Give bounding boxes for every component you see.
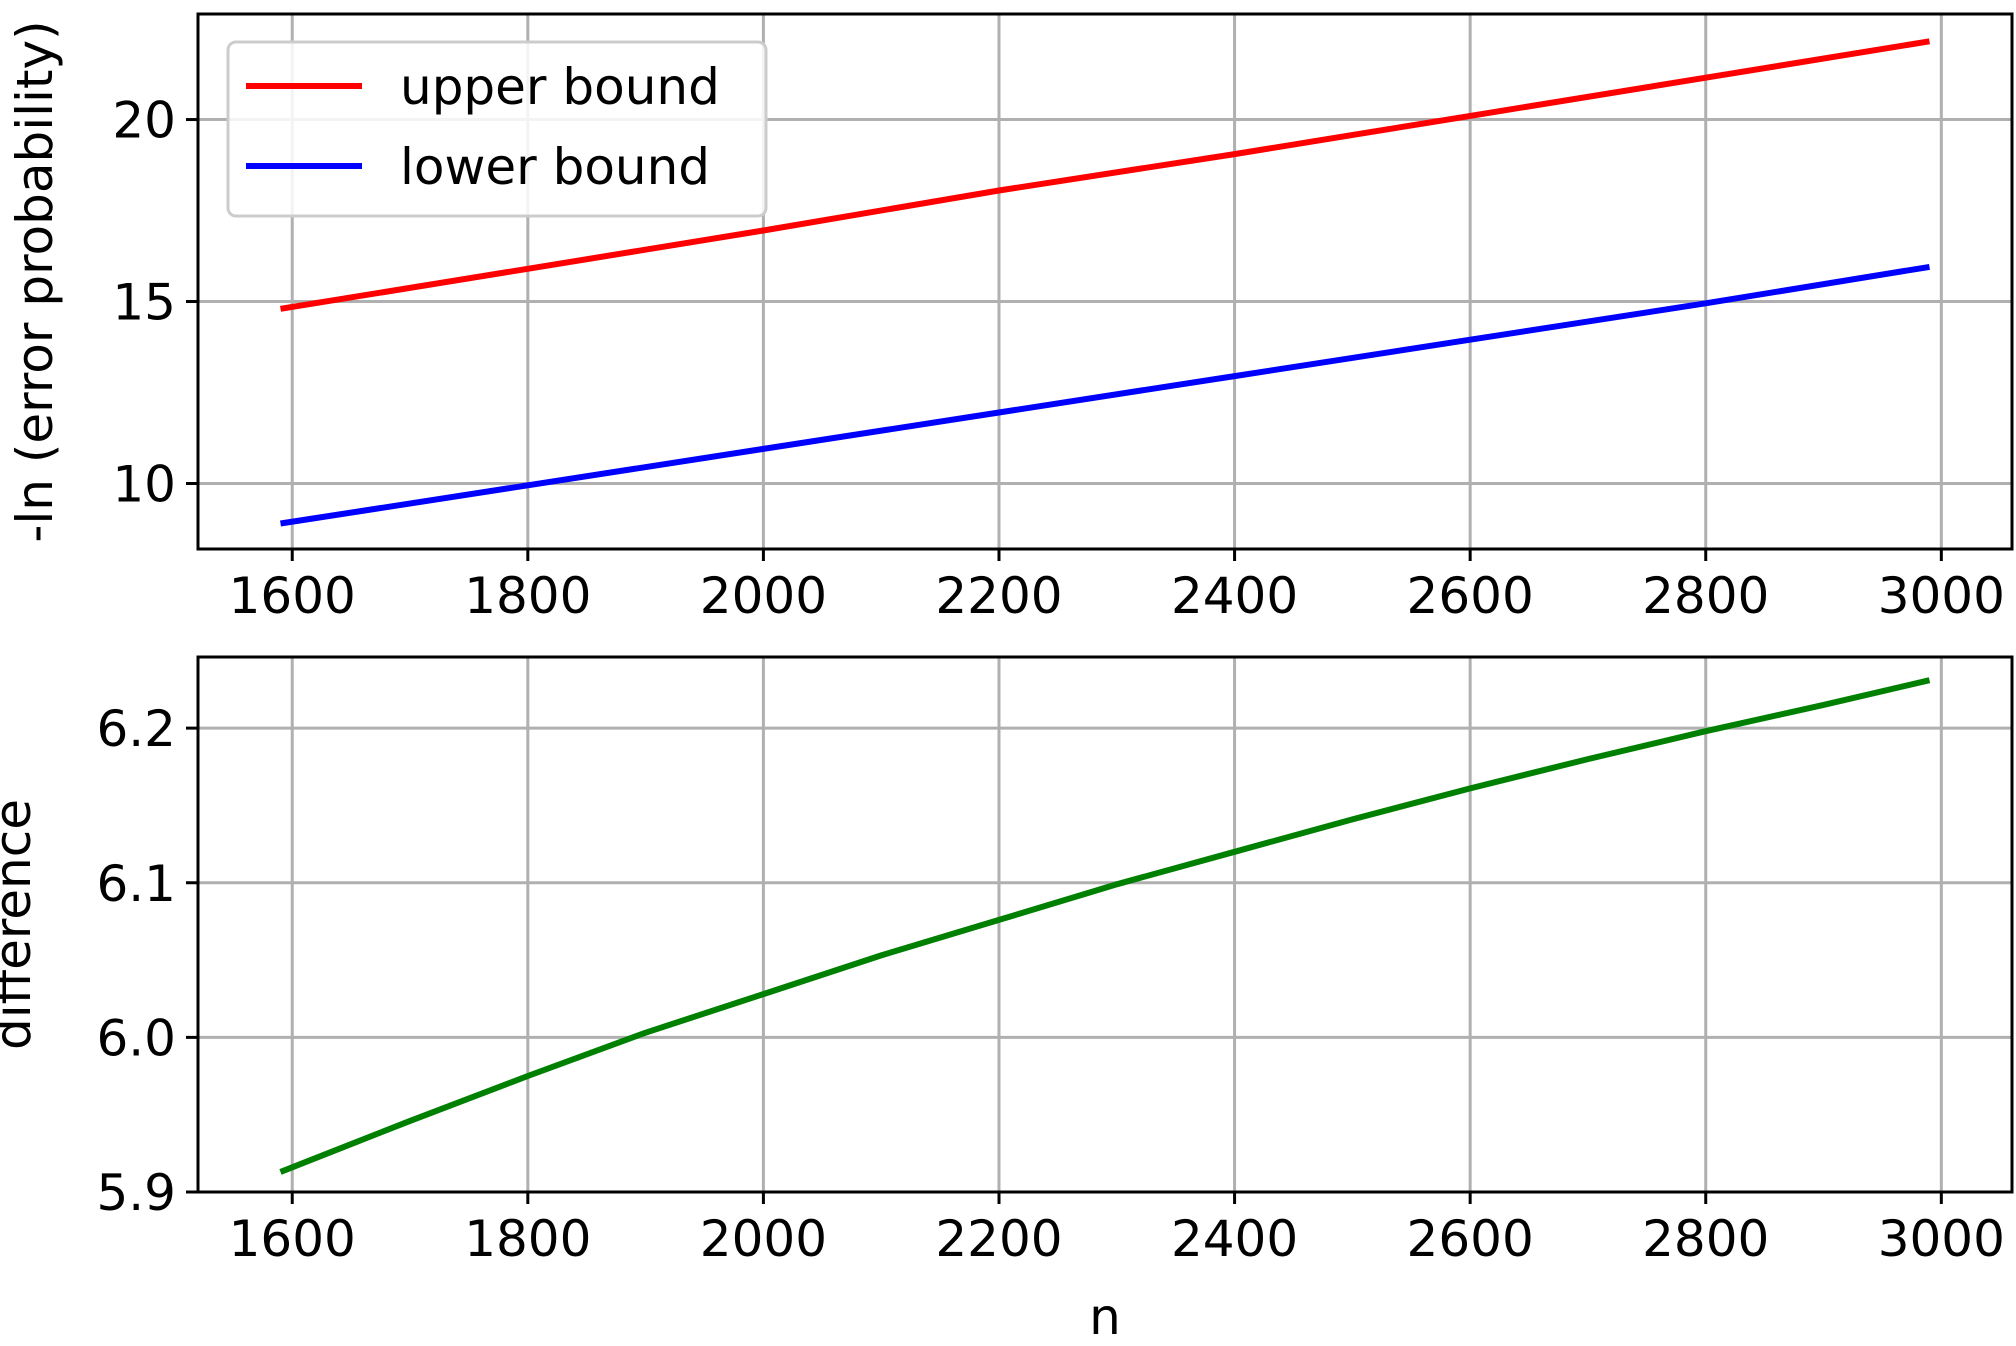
series-line-upper-bound bbox=[280, 38, 1930, 312]
x-tick-label: 2600 bbox=[1407, 1210, 1534, 1268]
y-tick-label: 15 bbox=[112, 274, 176, 332]
chart-panel-1: 1600 1800 2000 2200 2400 2600 2800 3000 10 15 20 -l… bbox=[6, 12, 2014, 625]
x-tick-label: 1600 bbox=[229, 567, 356, 625]
x-tick-label: 1800 bbox=[464, 567, 591, 625]
x-tick-label: 1600 bbox=[229, 1210, 356, 1268]
x-tick-label: 2800 bbox=[1642, 1210, 1769, 1268]
y-tick-label: 6.2 bbox=[96, 700, 176, 758]
x-axis-label: n bbox=[1089, 1288, 1121, 1346]
x-tick-label: 2600 bbox=[1407, 567, 1534, 625]
x-tick-label: 2000 bbox=[700, 567, 827, 625]
y-tick-label: 20 bbox=[112, 92, 176, 150]
y-tick-label: 6.0 bbox=[96, 1009, 176, 1067]
plot-frame bbox=[196, 12, 2014, 551]
x-tick-label: 3000 bbox=[1878, 1210, 2005, 1268]
y-tick-label: 5.9 bbox=[96, 1164, 176, 1222]
x-tick-label: 2200 bbox=[935, 567, 1062, 625]
x-tick-label: 2800 bbox=[1642, 567, 1769, 625]
plot-frame bbox=[196, 655, 2014, 1194]
x-tick-label: 2400 bbox=[1171, 1210, 1298, 1268]
legend-box bbox=[226, 40, 768, 218]
y-tick-label: 10 bbox=[112, 455, 176, 513]
x-tick-label: 2200 bbox=[935, 1210, 1062, 1268]
series-line-lower-bound bbox=[280, 263, 1930, 527]
y-axis-label: difference bbox=[0, 799, 42, 1050]
y-axis-label: -ln (error probability) bbox=[6, 20, 64, 542]
x-tick-label: 2400 bbox=[1171, 567, 1298, 625]
x-tick-label: 1800 bbox=[464, 1210, 591, 1268]
legend: upper bound lower bound bbox=[226, 40, 768, 218]
chart-panel-2: 1600 1800 2000 2200 2400 2600 2800 3000 5.9 6.0 6.… bbox=[0, 655, 2014, 1346]
legend-label: upper bound bbox=[400, 58, 720, 116]
x-tick-label: 2000 bbox=[700, 1210, 827, 1268]
y-tick-label: 6.1 bbox=[96, 855, 176, 913]
x-tick-label: 3000 bbox=[1878, 567, 2005, 625]
legend-label: lower bound bbox=[400, 138, 710, 196]
series-line-difference bbox=[279, 677, 1931, 1175]
